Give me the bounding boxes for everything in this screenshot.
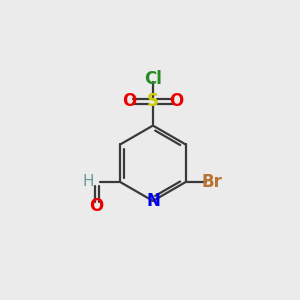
- Text: S: S: [147, 92, 159, 110]
- Text: O: O: [90, 197, 104, 215]
- Text: N: N: [146, 192, 160, 210]
- Text: Br: Br: [201, 173, 222, 191]
- Text: H: H: [83, 174, 94, 189]
- Text: O: O: [169, 92, 184, 110]
- Text: Cl: Cl: [144, 70, 162, 88]
- Text: O: O: [122, 92, 136, 110]
